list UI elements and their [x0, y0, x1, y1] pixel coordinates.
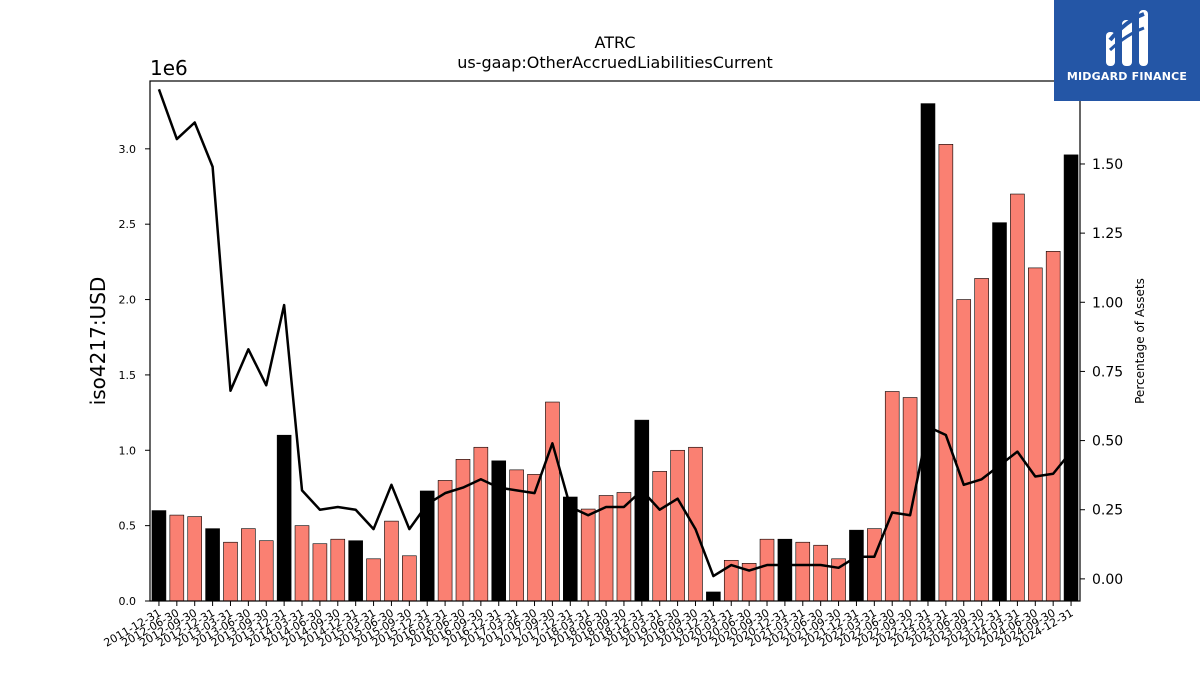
- y-right-tick-label: 0.25: [1092, 503, 1123, 519]
- bar-2019-06-30: [670, 449, 685, 602]
- axes: [149, 80, 1081, 602]
- bar-2022-06-30: [884, 391, 900, 602]
- y-axis-label-right: Percentage of Assets: [1133, 278, 1147, 404]
- bar-2014-03-31: [294, 525, 310, 602]
- bar-2014-06-30: [312, 543, 328, 602]
- bar-2013-12-31: [276, 434, 292, 602]
- y-tick-label: 0.5: [119, 520, 137, 533]
- y-right-tick-label: 0.00: [1092, 572, 1123, 588]
- bar-2014-12-31: [348, 540, 363, 602]
- bar-2024-12-31: [1063, 154, 1079, 602]
- bar-2013-03-31: [223, 541, 238, 602]
- bar-2023-12-31: [992, 222, 1007, 602]
- bar-2014-09-30: [330, 538, 346, 602]
- bar-2019-12-31: [706, 591, 721, 602]
- bar-2024-06-30: [1028, 267, 1043, 602]
- y-right-tick-label: 0.50: [1092, 434, 1123, 450]
- bar-2022-12-31: [920, 103, 936, 602]
- bar-2016-06-30: [455, 459, 471, 602]
- bar-2023-06-30: [956, 299, 972, 602]
- bar-2016-03-31: [437, 480, 453, 602]
- plot-frame: [149, 80, 1081, 602]
- bar-2024-03-31: [1010, 193, 1025, 602]
- bar-2019-03-31: [652, 471, 667, 602]
- bar-2020-09-30: [759, 538, 775, 602]
- bar-2015-03-31: [366, 558, 381, 602]
- y-right-tick-label: 1.50: [1092, 157, 1123, 173]
- y-tick-label: 2.5: [119, 218, 137, 231]
- bar-2013-09-30: [258, 540, 274, 602]
- chart-subtitle: us-gaap:OtherAccruedLiabilitiesCurrent: [457, 53, 773, 72]
- bar-2018-03-31: [580, 508, 596, 602]
- bar-2022-09-30: [902, 397, 918, 602]
- bar-2020-12-31: [777, 538, 793, 602]
- chart-title: ATRC: [595, 33, 636, 52]
- series-line: [157, 88, 1073, 578]
- bar-2018-06-30: [598, 495, 614, 602]
- y-tick-label: 3.0: [119, 143, 137, 156]
- bar-2017-12-31: [563, 496, 578, 602]
- y-tick-label: 1.5: [119, 369, 137, 382]
- y-tick-label: 0.0: [119, 595, 137, 608]
- bar-2023-09-30: [974, 278, 989, 602]
- bar-2018-12-31: [634, 419, 650, 602]
- bar-2024-09-30: [1045, 251, 1061, 602]
- y-exponent-label: 1e6: [150, 56, 188, 80]
- bar-2011-12-31: [151, 510, 167, 602]
- y-tick-label: 1.0: [119, 444, 137, 457]
- bar-2015-06-30: [384, 520, 399, 602]
- ticks: 0.0 0.5 1.0 1.5 2.0 2.5 3.0 0.00 0.25 0.50 0.75 1.0…: [102, 88, 1124, 650]
- bar-2013-06-30: [241, 528, 256, 602]
- bar-2023-03-31: [938, 144, 954, 602]
- bar-2016-09-30: [473, 446, 489, 602]
- bar-2012-09-30: [187, 516, 202, 602]
- bar-2012-06-30: [169, 514, 185, 602]
- y-tick-label: 2.0: [119, 294, 137, 307]
- bar-2015-09-30: [402, 555, 417, 602]
- bar-2021-12-31: [849, 529, 864, 602]
- bar-2019-09-30: [688, 446, 703, 602]
- bar-2021-06-30: [813, 544, 828, 602]
- y-right-tick-label: 1.00: [1092, 295, 1123, 311]
- bar-2017-09-30: [545, 401, 560, 602]
- bar-group: [151, 103, 1079, 602]
- brand-logo: MIDGARD FINANCE: [1054, 0, 1200, 101]
- line-group: [157, 88, 1073, 578]
- y-right-tick-label: 1.25: [1092, 226, 1123, 242]
- bar-2015-12-31: [419, 490, 435, 602]
- y-axis-label: iso4217:USD: [86, 277, 110, 406]
- bar-2018-09-30: [616, 492, 632, 602]
- bar-2022-03-31: [867, 528, 882, 602]
- bar-2016-12-31: [491, 460, 507, 602]
- y-right-tick-label: 0.75: [1092, 364, 1123, 380]
- bar-2021-03-31: [795, 541, 811, 602]
- logo-text: MIDGARD FINANCE: [1066, 70, 1188, 83]
- bar-2012-12-31: [205, 528, 220, 602]
- logo-mark-icon: [1106, 10, 1148, 66]
